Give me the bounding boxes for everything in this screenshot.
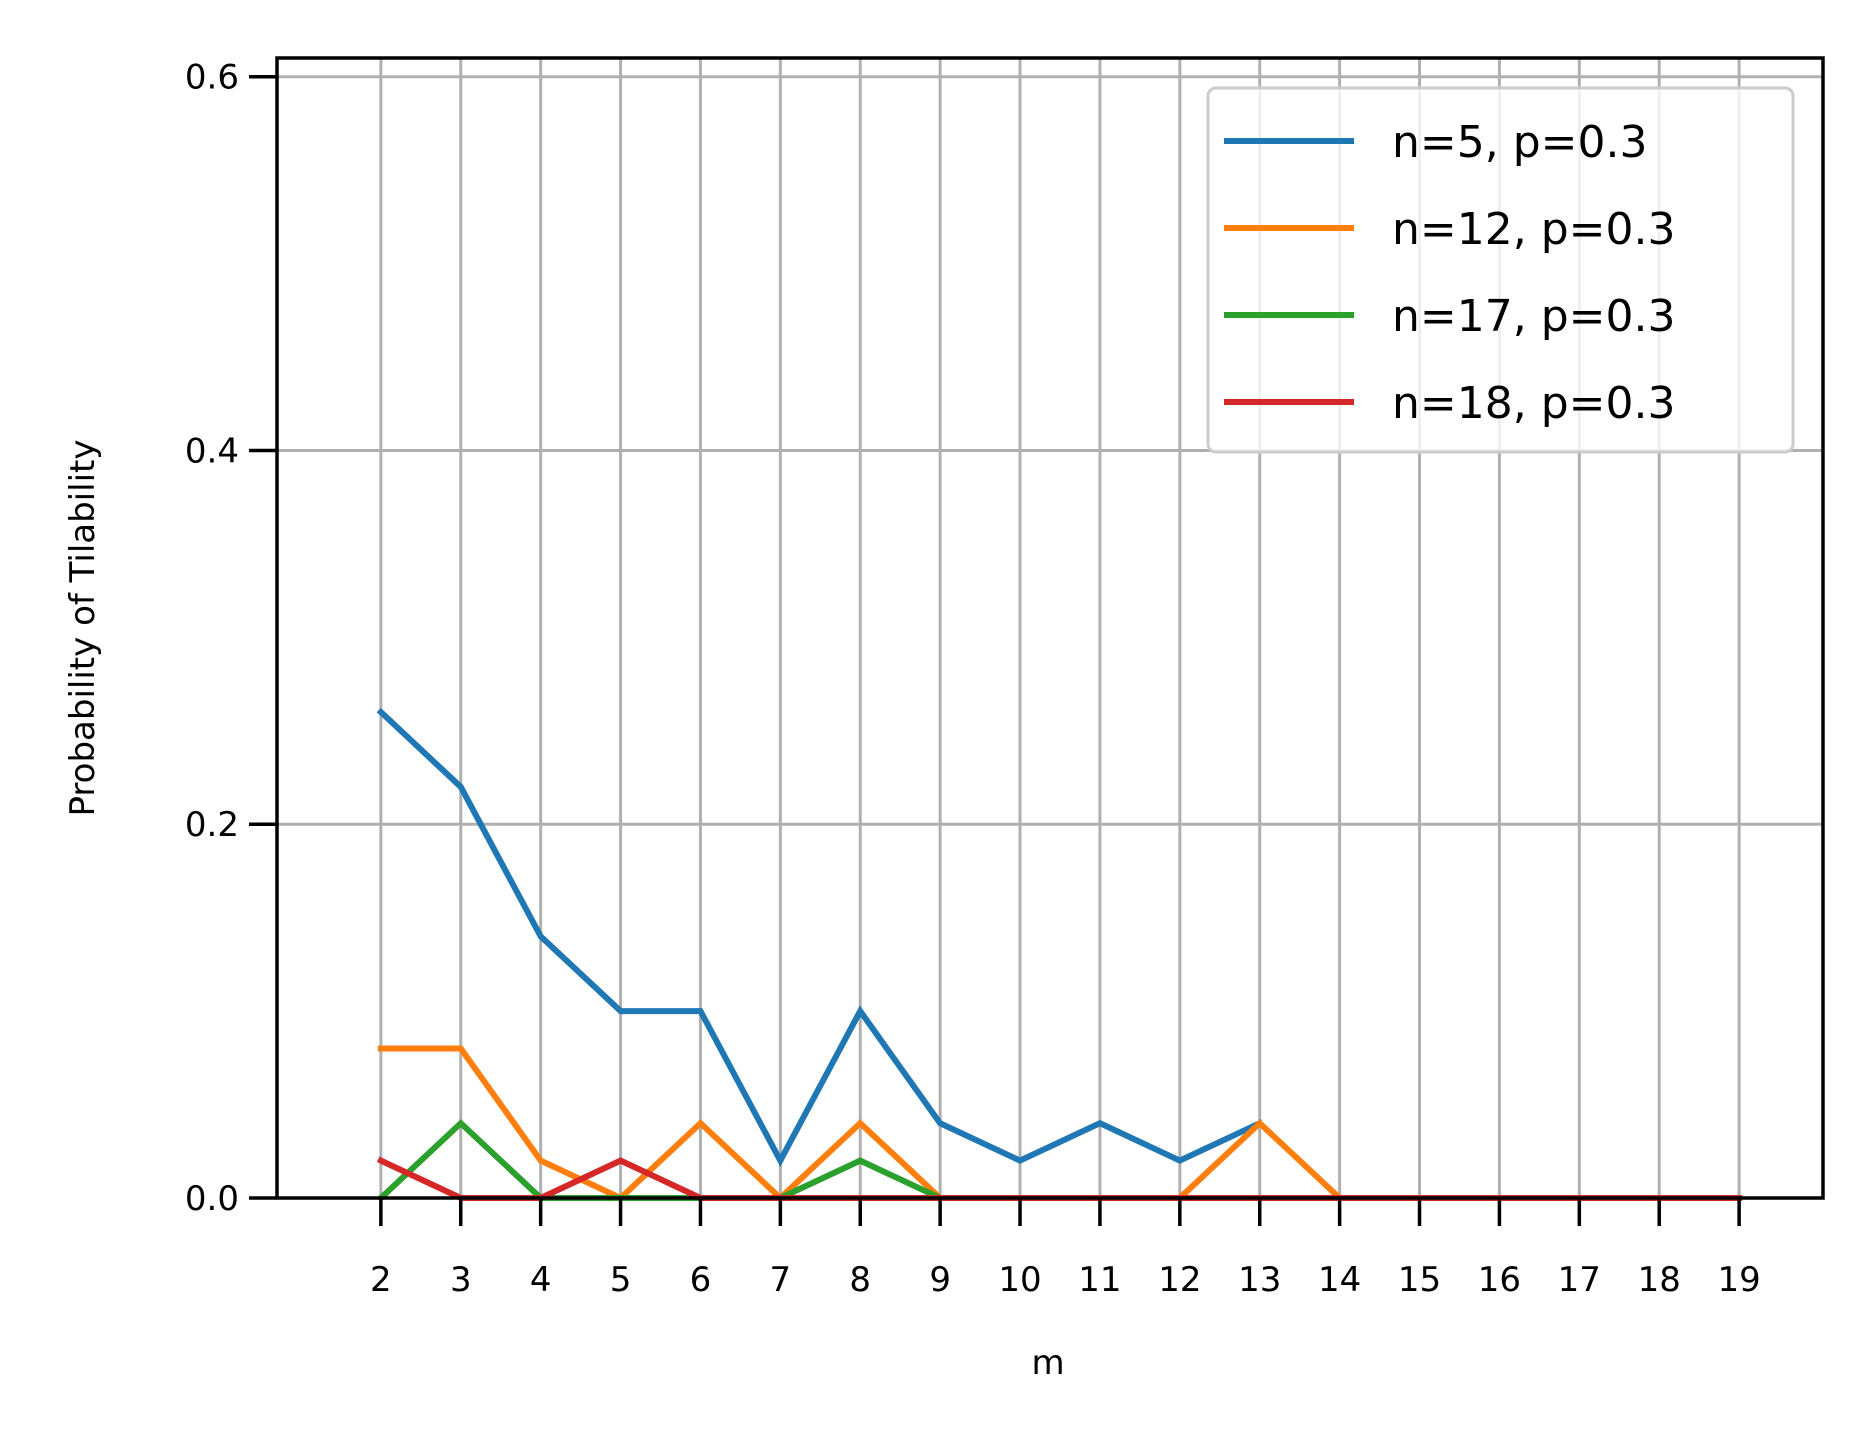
y-tick-label: 0.4 [185, 431, 239, 471]
y-tick-label: 0.0 [185, 1179, 239, 1219]
x-tick-label: 3 [450, 1260, 472, 1300]
x-tick-label: 8 [849, 1260, 871, 1300]
legend: n=5, p=0.3 n=12, p=0.3 n=17, p=0.3 n=18, p=… [1206, 86, 1795, 454]
x-tick-label: 15 [1398, 1260, 1441, 1300]
x-tick-label: 14 [1318, 1260, 1361, 1300]
x-tick-label: 9 [929, 1260, 951, 1300]
x-tick-label: 13 [1238, 1260, 1281, 1300]
series-line-n-5 [376, 707, 1264, 1167]
legend-box [1206, 86, 1795, 454]
x-tick-label: 7 [770, 1260, 792, 1300]
x-tick-label: 18 [1638, 1260, 1681, 1300]
x-tick-label: 19 [1717, 1260, 1760, 1300]
x-tick-label: 11 [1078, 1260, 1121, 1300]
x-axis-ticks: 2 3 4 5 6 7 8 9 10 11 12 13 14 15 16 17 18 19 [370, 1198, 1761, 1300]
legend-label-n-18: n=18, p=0.3 [1392, 378, 1676, 429]
x-tick-label: 10 [998, 1260, 1041, 1300]
y-axis-ticks: 0.0 0.2 0.4 0.6 [185, 58, 277, 1219]
x-tick-label: 16 [1478, 1260, 1521, 1300]
legend-label-n-17: n=17, p=0.3 [1392, 291, 1676, 342]
plot-frame [275, 56, 1825, 1200]
x-tick-label: 4 [530, 1260, 552, 1300]
x-tick-label: 5 [610, 1260, 632, 1300]
x-tick-label: 6 [690, 1260, 712, 1300]
x-tick-label: 2 [370, 1260, 392, 1300]
x-tick-label: 12 [1158, 1260, 1201, 1300]
y-tick-label: 0.2 [185, 805, 239, 845]
legend-label-n-12: n=12, p=0.3 [1392, 204, 1676, 255]
legend-label-n-5: n=5, p=0.3 [1392, 117, 1648, 168]
y-tick-label: 0.6 [185, 58, 239, 98]
x-tick-label: 17 [1558, 1260, 1601, 1300]
y-axis-label: Probability of Tilability [63, 440, 103, 817]
x-axis-label: m [1031, 1343, 1064, 1383]
